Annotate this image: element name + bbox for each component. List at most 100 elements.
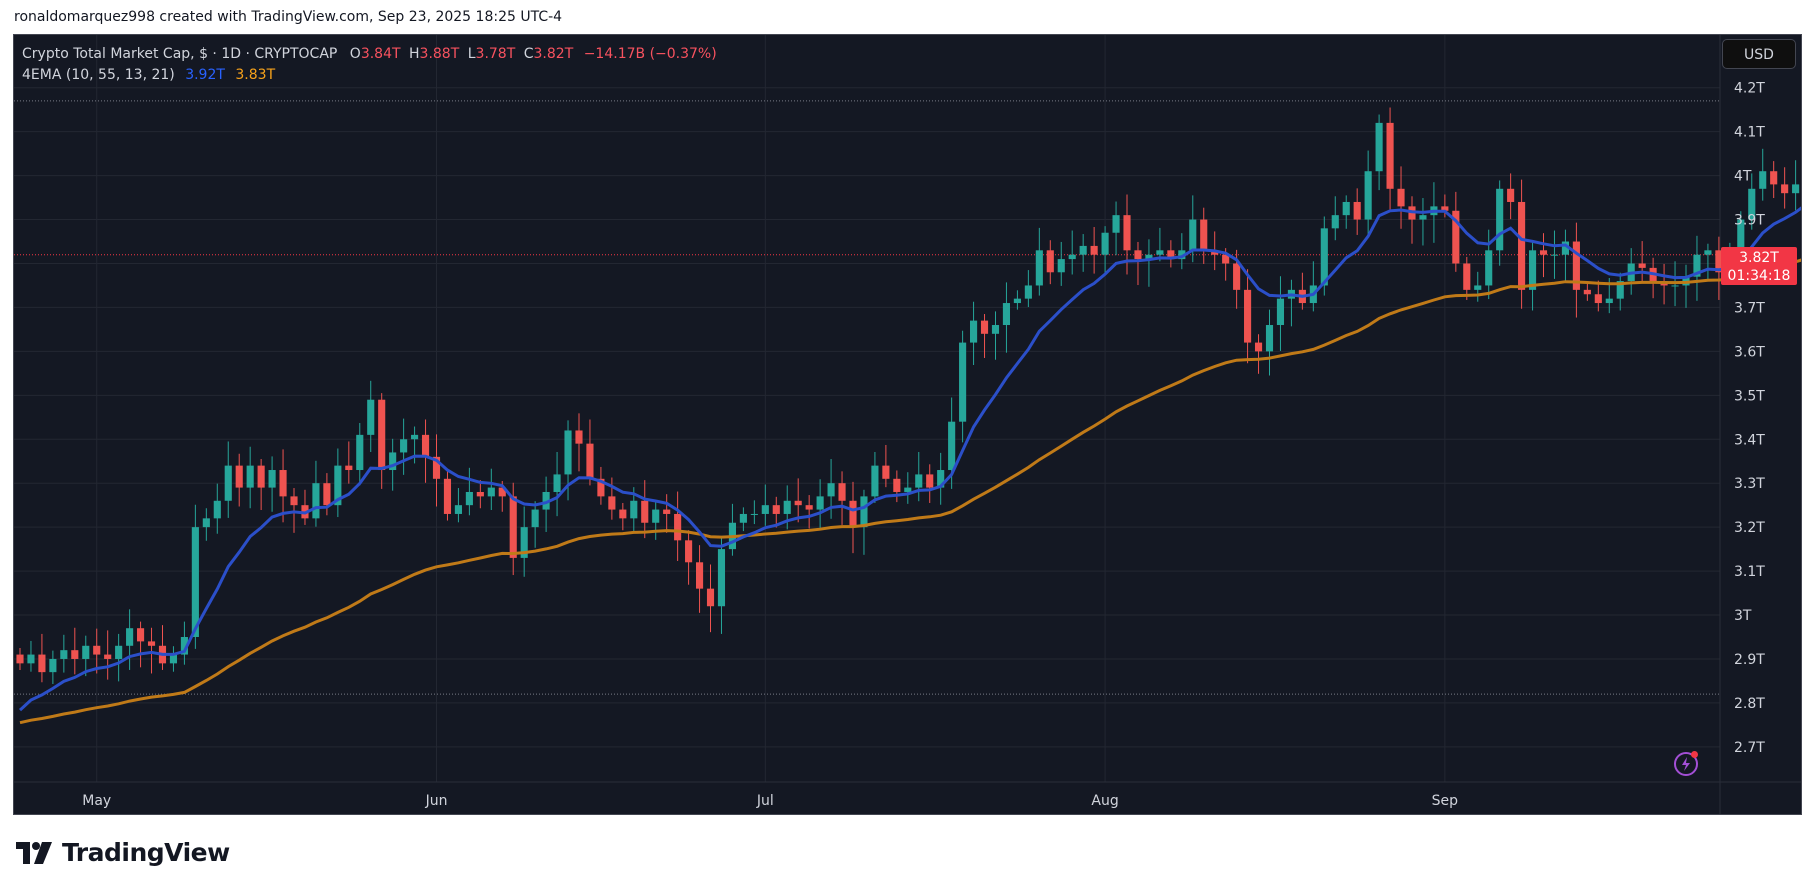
legend-ema-slow-value: 3.83T xyxy=(235,67,276,83)
y-tick-label: 2.9T xyxy=(1734,652,1765,668)
candle-body xyxy=(1134,250,1142,260)
candle-body xyxy=(465,491,473,506)
candle-body xyxy=(389,452,397,471)
candle-body xyxy=(652,509,660,523)
candle-body xyxy=(1156,250,1164,255)
candle-body xyxy=(608,496,616,510)
legend-price-row: Crypto Total Market Cap, $ · 1D · CRYPTO… xyxy=(22,44,717,65)
candle-body xyxy=(443,478,452,514)
candle-body xyxy=(1594,294,1602,304)
candle-body xyxy=(980,320,989,334)
candle-body xyxy=(1276,298,1285,326)
candle-body xyxy=(761,505,769,514)
candle-body xyxy=(1474,285,1482,290)
y-tick-label: 3T xyxy=(1734,608,1752,624)
candle-body xyxy=(180,636,188,655)
candle-body xyxy=(147,641,156,646)
candle-body xyxy=(1189,219,1197,251)
candle-body xyxy=(1638,263,1646,268)
candle-body xyxy=(1079,245,1087,255)
candle-body xyxy=(290,496,298,506)
y-tick-label: 4.2T xyxy=(1734,81,1765,97)
y-tick-label: 4T xyxy=(1734,169,1752,185)
candle-body xyxy=(706,588,715,607)
legend-indicator-row: 4EMA (10, 55, 13, 21) 3.92T 3.83T xyxy=(22,65,717,86)
candle-body xyxy=(1748,188,1756,220)
tradingview-logo[interactable]: TradingView xyxy=(16,838,230,867)
y-tick-label: 3.1T xyxy=(1734,564,1765,580)
candle-body xyxy=(1013,298,1021,304)
candle-body xyxy=(60,650,68,659)
legend-close-label: C xyxy=(523,46,534,62)
x-tick-label: Sep xyxy=(1432,793,1459,809)
candle-body xyxy=(38,654,46,673)
candle-body xyxy=(860,496,868,528)
candle-body xyxy=(542,491,550,510)
candle-body xyxy=(1583,289,1591,295)
y-tick-label: 3.7T xyxy=(1734,300,1765,316)
candle-body xyxy=(49,658,57,673)
candle-body xyxy=(509,496,517,558)
candle-body xyxy=(378,399,386,471)
ema-slow-line xyxy=(19,258,1801,725)
candle-body xyxy=(1222,254,1230,264)
y-tick-label: 3.2T xyxy=(1734,520,1765,536)
price-chart[interactable]: 4.2T4.1T4T3.9T3.8T3.7T3.6T3.5T3.4T3.3T3.… xyxy=(14,35,1802,815)
candle-body xyxy=(1211,250,1219,255)
candle-body xyxy=(104,654,112,659)
candle-body xyxy=(279,470,287,497)
candle-body xyxy=(1046,250,1054,273)
legend-ema-fast-value: 3.92T xyxy=(185,67,225,83)
notification-dot xyxy=(1691,751,1698,758)
candle-body xyxy=(1539,250,1548,255)
candle-body xyxy=(1112,215,1120,233)
candle-body xyxy=(893,478,901,492)
candle-body xyxy=(1035,250,1043,286)
chart-frame[interactable]: 4.2T4.1T4T3.9T3.8T3.7T3.6T3.5T3.4T3.3T3.… xyxy=(13,34,1802,815)
y-tick-label: 3.9T xyxy=(1734,213,1765,229)
legend-symbol[interactable]: Crypto Total Market Cap, $ · 1D · CRYPTO… xyxy=(22,46,338,62)
candle-body xyxy=(882,465,890,479)
candle-body xyxy=(871,465,879,497)
candle-body xyxy=(1507,188,1515,202)
candle-body xyxy=(838,483,846,501)
candle-body xyxy=(191,527,199,637)
chart-legend: Crypto Total Market Cap, $ · 1D · CRYPTO… xyxy=(22,44,717,86)
candle-body xyxy=(268,470,276,488)
candle-body xyxy=(432,456,441,479)
lightning-icon[interactable] xyxy=(1674,752,1698,776)
candle-body xyxy=(991,325,1000,334)
y-tick-label: 2.7T xyxy=(1734,740,1765,756)
ema-fast-line xyxy=(18,206,1801,712)
candle-body xyxy=(586,443,594,479)
candle-body xyxy=(202,518,210,528)
legend-high-value: 3.88T xyxy=(419,46,460,62)
candle-body xyxy=(1693,254,1701,277)
candle-body xyxy=(411,434,419,440)
legend-indicator-name[interactable]: 4EMA (10, 55, 13, 21) xyxy=(22,67,175,83)
candle-body xyxy=(356,434,364,471)
candle-body xyxy=(1386,122,1394,189)
x-tick-label: Jul xyxy=(756,793,774,809)
candle-body xyxy=(663,509,671,514)
candle-body xyxy=(137,628,145,642)
candle-body xyxy=(246,465,254,488)
candle-body xyxy=(1792,184,1800,194)
x-tick-label: Aug xyxy=(1091,793,1118,809)
candle-body xyxy=(400,439,408,453)
candle-body xyxy=(169,654,178,664)
candle-body xyxy=(421,434,430,457)
candle-body xyxy=(1068,254,1076,260)
candle-body xyxy=(575,430,583,444)
currency-selector[interactable]: USD xyxy=(1722,39,1796,69)
candle-body xyxy=(126,628,134,646)
y-tick-label: 2.8T xyxy=(1734,696,1765,712)
candle-body xyxy=(970,320,978,343)
candle-body xyxy=(597,478,605,497)
candle-body xyxy=(1123,215,1131,251)
candle-body xyxy=(1233,263,1241,290)
candle-body xyxy=(915,474,923,488)
candle-body xyxy=(619,509,627,519)
candle-body xyxy=(213,500,221,519)
candle-body xyxy=(750,513,758,515)
